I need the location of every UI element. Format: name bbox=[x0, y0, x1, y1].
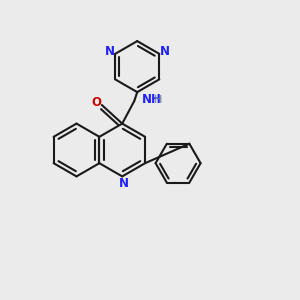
Text: N: N bbox=[119, 177, 129, 190]
Text: NH: NH bbox=[142, 93, 162, 106]
Text: N: N bbox=[160, 45, 170, 58]
Text: N: N bbox=[105, 45, 115, 58]
Text: H: H bbox=[154, 94, 162, 105]
Text: O: O bbox=[92, 95, 101, 109]
